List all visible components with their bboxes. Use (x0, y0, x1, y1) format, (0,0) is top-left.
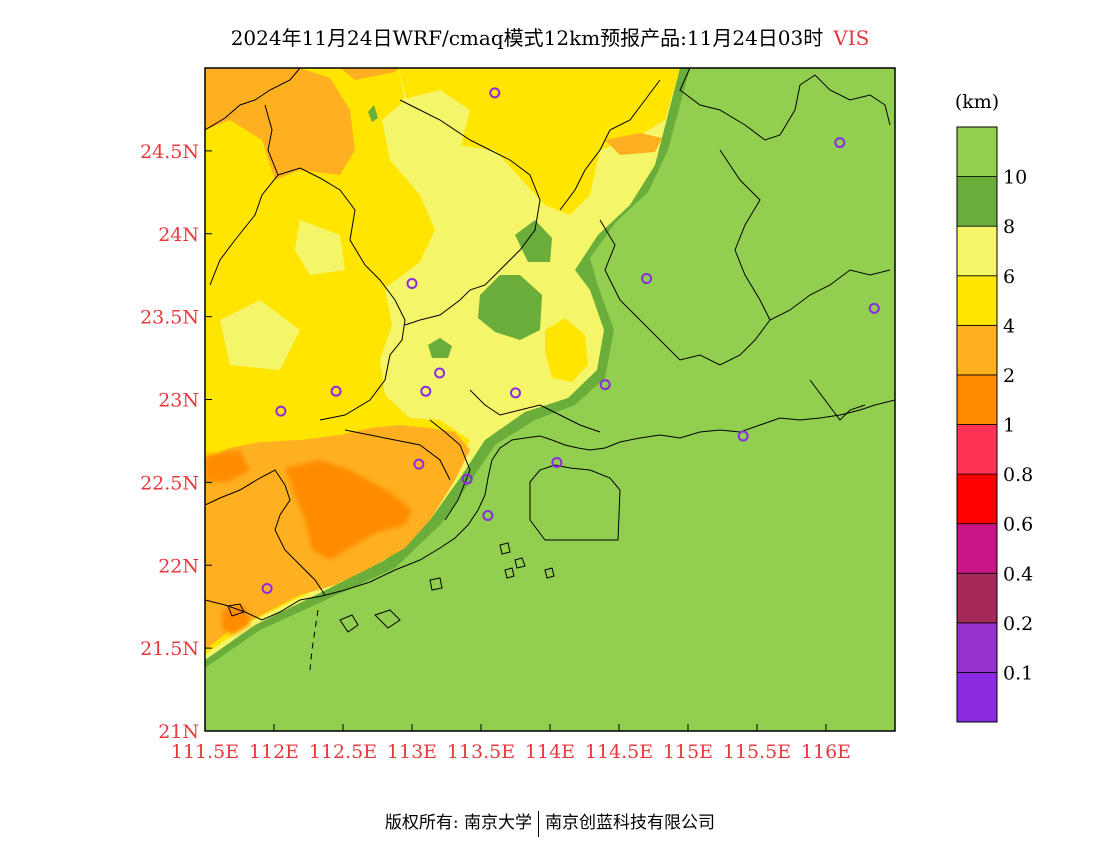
map-title: 2024年11月24日WRF/cmaq模式12km预报产品:11月24日03时 V… (0, 22, 1100, 51)
legend-bin (956, 126, 998, 177)
legend-bin (956, 424, 998, 475)
legend-label: 0.1 (1003, 662, 1033, 684)
island-outlines (227, 542, 555, 633)
lon-tick-label: 114E (525, 741, 575, 763)
station-marker (261, 582, 273, 594)
station-marker (834, 137, 846, 149)
legend-label: 2 (1003, 365, 1015, 387)
county-line-4 (559, 79, 661, 211)
station-marker (551, 456, 563, 468)
legend-bin (956, 473, 998, 525)
county-line-5 (599, 219, 891, 366)
legend-frame (956, 126, 998, 723)
color-legend: 0.1 0.2 0.4 0.6 0.8 1 2 4 6 8 10 (km) (955, 91, 1033, 723)
legend-label: 0.8 (1003, 464, 1033, 486)
lat-tick-label: 24N (158, 224, 199, 246)
station-markers (261, 87, 880, 594)
legend-bin (956, 622, 998, 673)
lat-tick-label: 22.5N (140, 472, 199, 494)
vis-class-1-2 (205, 450, 412, 635)
legend-bin (956, 374, 998, 425)
forecast-map: 111.5E 112E 112.5E 113E 113.5E 114E 114.5E 115E… (140, 67, 1033, 763)
hk-sz-boundary (529, 464, 621, 541)
footer-left: 版权所有: 南京大学 (384, 813, 533, 833)
lat-tick-label: 23.5N (140, 307, 199, 329)
county-line-10 (344, 429, 451, 481)
coastline (205, 399, 895, 621)
lon-tick-label: 111.5E (171, 741, 239, 763)
station-marker (641, 273, 653, 285)
legend-label: 4 (1003, 315, 1015, 337)
province-boundary-north (205, 68, 301, 131)
station-marker (461, 473, 473, 485)
vis-class-4-6-north (398, 68, 680, 215)
station-marker (420, 385, 432, 397)
lon-tick-label: 113.5E (447, 741, 515, 763)
variable-tag: VIS (833, 26, 870, 50)
footer-right: 南京创蓝科技有限公司 (545, 813, 716, 833)
county-line-1 (209, 104, 279, 286)
vis-class-4-6-center (545, 318, 588, 382)
province-boundary-east (679, 68, 891, 141)
legend-label: 0.4 (1003, 563, 1033, 585)
legend-bin (956, 176, 998, 227)
lon-tick-label: 112E (249, 741, 299, 763)
lat-tick-label: 21N (158, 721, 199, 743)
lat-tick-label: 23N (158, 390, 199, 412)
legend-bin (956, 672, 998, 723)
legend-label: 6 (1003, 266, 1015, 288)
legend-bin (956, 275, 998, 326)
visibility-field (205, 68, 895, 731)
station-marker (434, 367, 446, 379)
vis-class-2-4-north (205, 68, 662, 180)
station-marker (510, 387, 521, 399)
county-line-8 (429, 419, 471, 521)
county-line-11 (809, 379, 866, 421)
lat-tick-label: 22N (158, 555, 199, 577)
axes: 111.5E 112E 112.5E 113E 113.5E 114E 114.5E 115E… (140, 141, 851, 763)
lon-tick-label: 112.5E (309, 741, 377, 763)
station-marker (330, 385, 342, 397)
county-line-2 (277, 167, 406, 421)
station-marker (275, 405, 287, 417)
lon-tick-label: 115E (663, 741, 713, 763)
lat-tick-label: 24.5N (140, 141, 199, 163)
county-line-7 (469, 389, 601, 433)
lon-tick-label: 113E (387, 741, 437, 763)
copyright-footer: 版权所有: 南京大学 南京创蓝科技有限公司 (0, 808, 1100, 837)
county-line-3 (399, 99, 541, 326)
station-marker (413, 458, 425, 470)
legend-label: 1 (1003, 415, 1015, 437)
legend-bin (956, 572, 998, 624)
station-marker (868, 302, 880, 314)
vis-class-6-8-islands (220, 90, 540, 370)
footer-separator (538, 810, 540, 837)
station-marker (489, 87, 501, 99)
legend-bin (956, 225, 998, 277)
county-line-9 (205, 469, 326, 596)
legend-unit: (km) (955, 91, 999, 113)
lon-tick-label: 116E (801, 741, 851, 763)
station-marker (599, 379, 611, 391)
lat-tick-label: 21.5N (140, 638, 199, 660)
legend-bin (956, 324, 998, 376)
admin-boundaries (205, 68, 895, 671)
lon-tick-label: 115.5E (723, 741, 791, 763)
title-text: 2024年11月24日WRF/cmaq模式12km预报产品:11月24日03时 (230, 26, 824, 50)
station-marker (482, 510, 494, 522)
lon-tick-label: 114.5E (585, 741, 653, 763)
legend-label: 10 (1003, 167, 1027, 189)
legend-bin (956, 523, 998, 574)
vis-class-8-10-inland (368, 105, 552, 358)
county-line-6 (719, 149, 771, 321)
station-marker (737, 430, 749, 442)
legend-label: 8 (1003, 216, 1015, 238)
legend-label: 0.2 (1003, 613, 1033, 635)
legend-label: 0.6 (1003, 514, 1033, 536)
station-marker (406, 277, 418, 289)
